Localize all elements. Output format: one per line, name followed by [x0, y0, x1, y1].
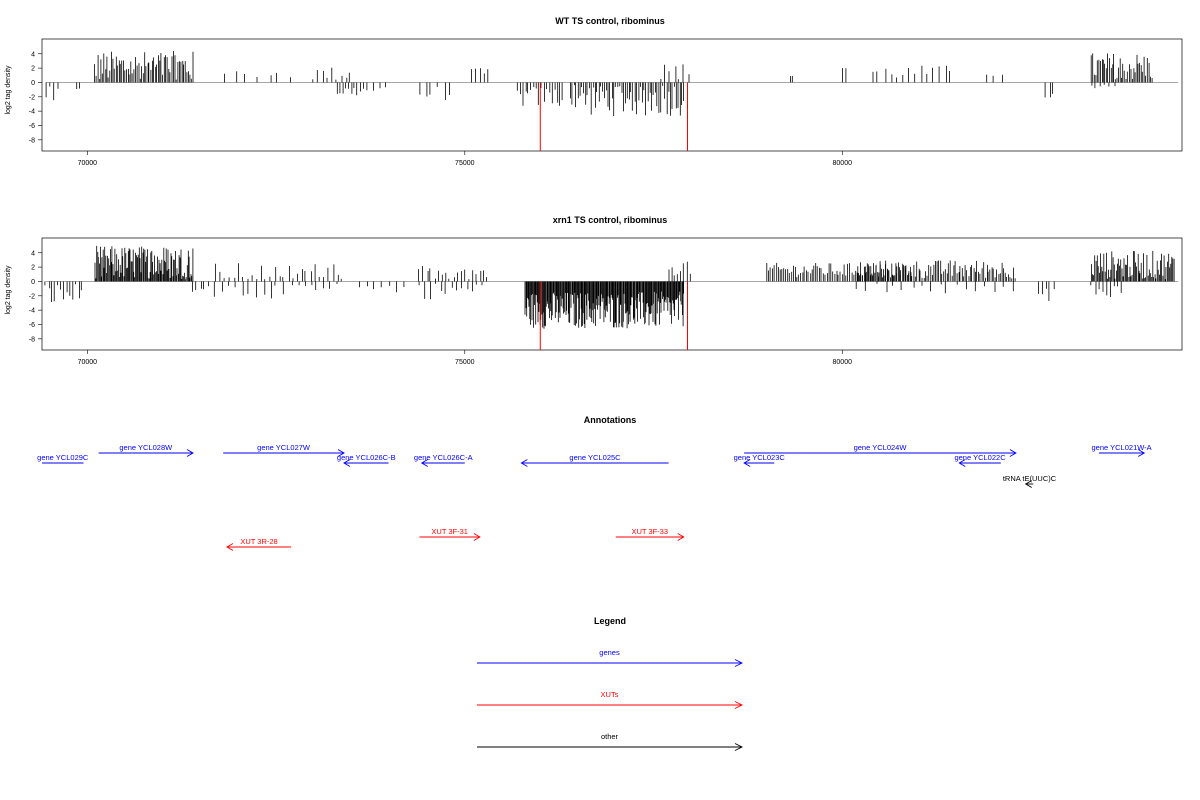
feature-label: gene YCL029C [37, 453, 89, 462]
legend-item-genes: genes [477, 648, 744, 667]
annotations-title: Annotations [584, 415, 637, 425]
feature-xut-3f-31: XUT 3F-31 [419, 527, 481, 541]
feature-gene-ycl023c: gene YCL023C [734, 453, 786, 467]
feature-xut-3r-28: XUT 3R-28 [226, 537, 292, 551]
feature-label: tRNA tE(UUC)C [1003, 474, 1057, 483]
feature-gene-ycl022c: gene YCL022C [954, 453, 1006, 467]
legend-item-xuts: XUTs [477, 690, 744, 709]
arrow-head-icon [734, 743, 744, 751]
arrow-head-icon [343, 459, 351, 467]
legend-title: Legend [594, 616, 626, 626]
arrow-head-icon [677, 533, 685, 541]
arrow-head-icon [420, 459, 428, 467]
feature-label: XUT 3F-31 [431, 527, 468, 536]
y-tick-label: 0 [31, 279, 35, 286]
x-tick-label: 70000 [78, 160, 98, 167]
y-tick-label: -6 [29, 123, 35, 130]
feature-trna-te-uuc-c: tRNA tE(UUC)C [1003, 474, 1057, 488]
y-tick-label: 0 [31, 80, 35, 87]
x-tick-label: 80000 [833, 160, 853, 167]
feature-gene-ycl029c: gene YCL029C [37, 453, 89, 464]
feature-label: gene YCL021W-A [1092, 443, 1152, 452]
arrow-head-icon [958, 459, 966, 467]
wt-density-panel: WT TS control, ribominus log2 tag densit… [5, 16, 1183, 167]
y-tick-label: -8 [29, 137, 35, 144]
wt-density-bars [45, 51, 1179, 151]
y-tick-label: -4 [29, 308, 35, 315]
x-tick-label: 80000 [833, 359, 853, 366]
legend-label: XUTs [601, 690, 619, 699]
arrow-head-icon [473, 533, 481, 541]
wt-axes: 420-2-4-6-870000750008000085000 [29, 51, 853, 167]
xrn1-density-panel: xrn1 TS control, ribominus log2 tag dens… [5, 215, 1183, 366]
arrow-head-icon [734, 659, 744, 667]
legend-items: genes XUTs other [477, 648, 744, 751]
y-tick-label: -8 [29, 336, 35, 343]
feature-label: gene YCL028W [119, 443, 173, 452]
xrn1-panel-title: xrn1 TS control, ribominus [553, 215, 668, 225]
y-tick-label: -6 [29, 322, 35, 329]
feature-label: XUT 3F-33 [631, 527, 668, 536]
feature-label: gene YCL024W [854, 443, 908, 452]
feature-xut-3f-33: XUT 3F-33 [615, 527, 685, 541]
y-tick-label: 2 [31, 265, 35, 272]
x-tick-label: 75000 [455, 359, 475, 366]
feature-label: gene YCL022C [954, 453, 1006, 462]
arrow-head-icon [1009, 449, 1017, 457]
feature-gene-ycl026c-a: gene YCL026C-A [414, 453, 473, 467]
feature-gene-ycl028w: gene YCL028W [98, 443, 194, 457]
x-tick-label: 70000 [78, 359, 98, 366]
legend-item-other: other [477, 732, 744, 751]
y-tick-label: 2 [31, 66, 35, 73]
legend-label: genes [599, 648, 620, 657]
feature-label: gene YCL023C [734, 453, 786, 462]
arrow-head-icon [226, 543, 234, 551]
xrn1-density-bars [44, 245, 1179, 350]
wt-plot-frame [41, 38, 1183, 152]
y-tick-label: -4 [29, 109, 35, 116]
legend-panel: Legend genes XUTs other [477, 616, 744, 751]
xrn1-plot-frame [41, 237, 1183, 351]
xrn1-y-axis-label: log2 tag density [5, 265, 12, 315]
feature-gene-ycl025c: gene YCL025C [520, 453, 669, 467]
y-tick-label: -2 [29, 94, 35, 101]
legend-label: other [601, 732, 619, 741]
x-tick-label: 75000 [455, 160, 475, 167]
arrow-head-icon [186, 449, 194, 457]
arrow-head-icon [520, 459, 528, 467]
arrow-head-icon [1138, 449, 1146, 457]
arrow-head-icon [1024, 480, 1032, 488]
y-tick-label: 4 [31, 51, 35, 58]
feature-label: gene YCL025C [569, 453, 621, 462]
feature-label: XUT 3R-28 [240, 537, 277, 546]
feature-gene-ycl021w-a: gene YCL021W-A [1092, 443, 1152, 457]
xrn1-axes: 420-2-4-6-870000750008000085000 [29, 250, 853, 366]
arrow-head-icon [337, 449, 345, 457]
annotation-features: gene YCL029C gene YCL028W gene YCL027W gene… [37, 443, 1152, 551]
feature-label: gene YCL027W [257, 443, 311, 452]
arrow-head-icon [743, 459, 751, 467]
feature-gene-ycl027w: gene YCL027W [223, 443, 345, 457]
feature-gene-ycl024w: gene YCL024W [744, 443, 1017, 457]
feature-label: gene YCL026C-B [337, 453, 396, 462]
feature-gene-ycl026c-b: gene YCL026C-B [337, 453, 396, 467]
wt-panel-title: WT TS control, ribominus [555, 16, 665, 26]
y-tick-label: 4 [31, 250, 35, 257]
arrow-head-icon [734, 701, 744, 709]
y-tick-label: -2 [29, 293, 35, 300]
feature-label: gene YCL026C-A [414, 453, 473, 462]
wt-y-axis-label: log2 tag density [5, 65, 12, 115]
